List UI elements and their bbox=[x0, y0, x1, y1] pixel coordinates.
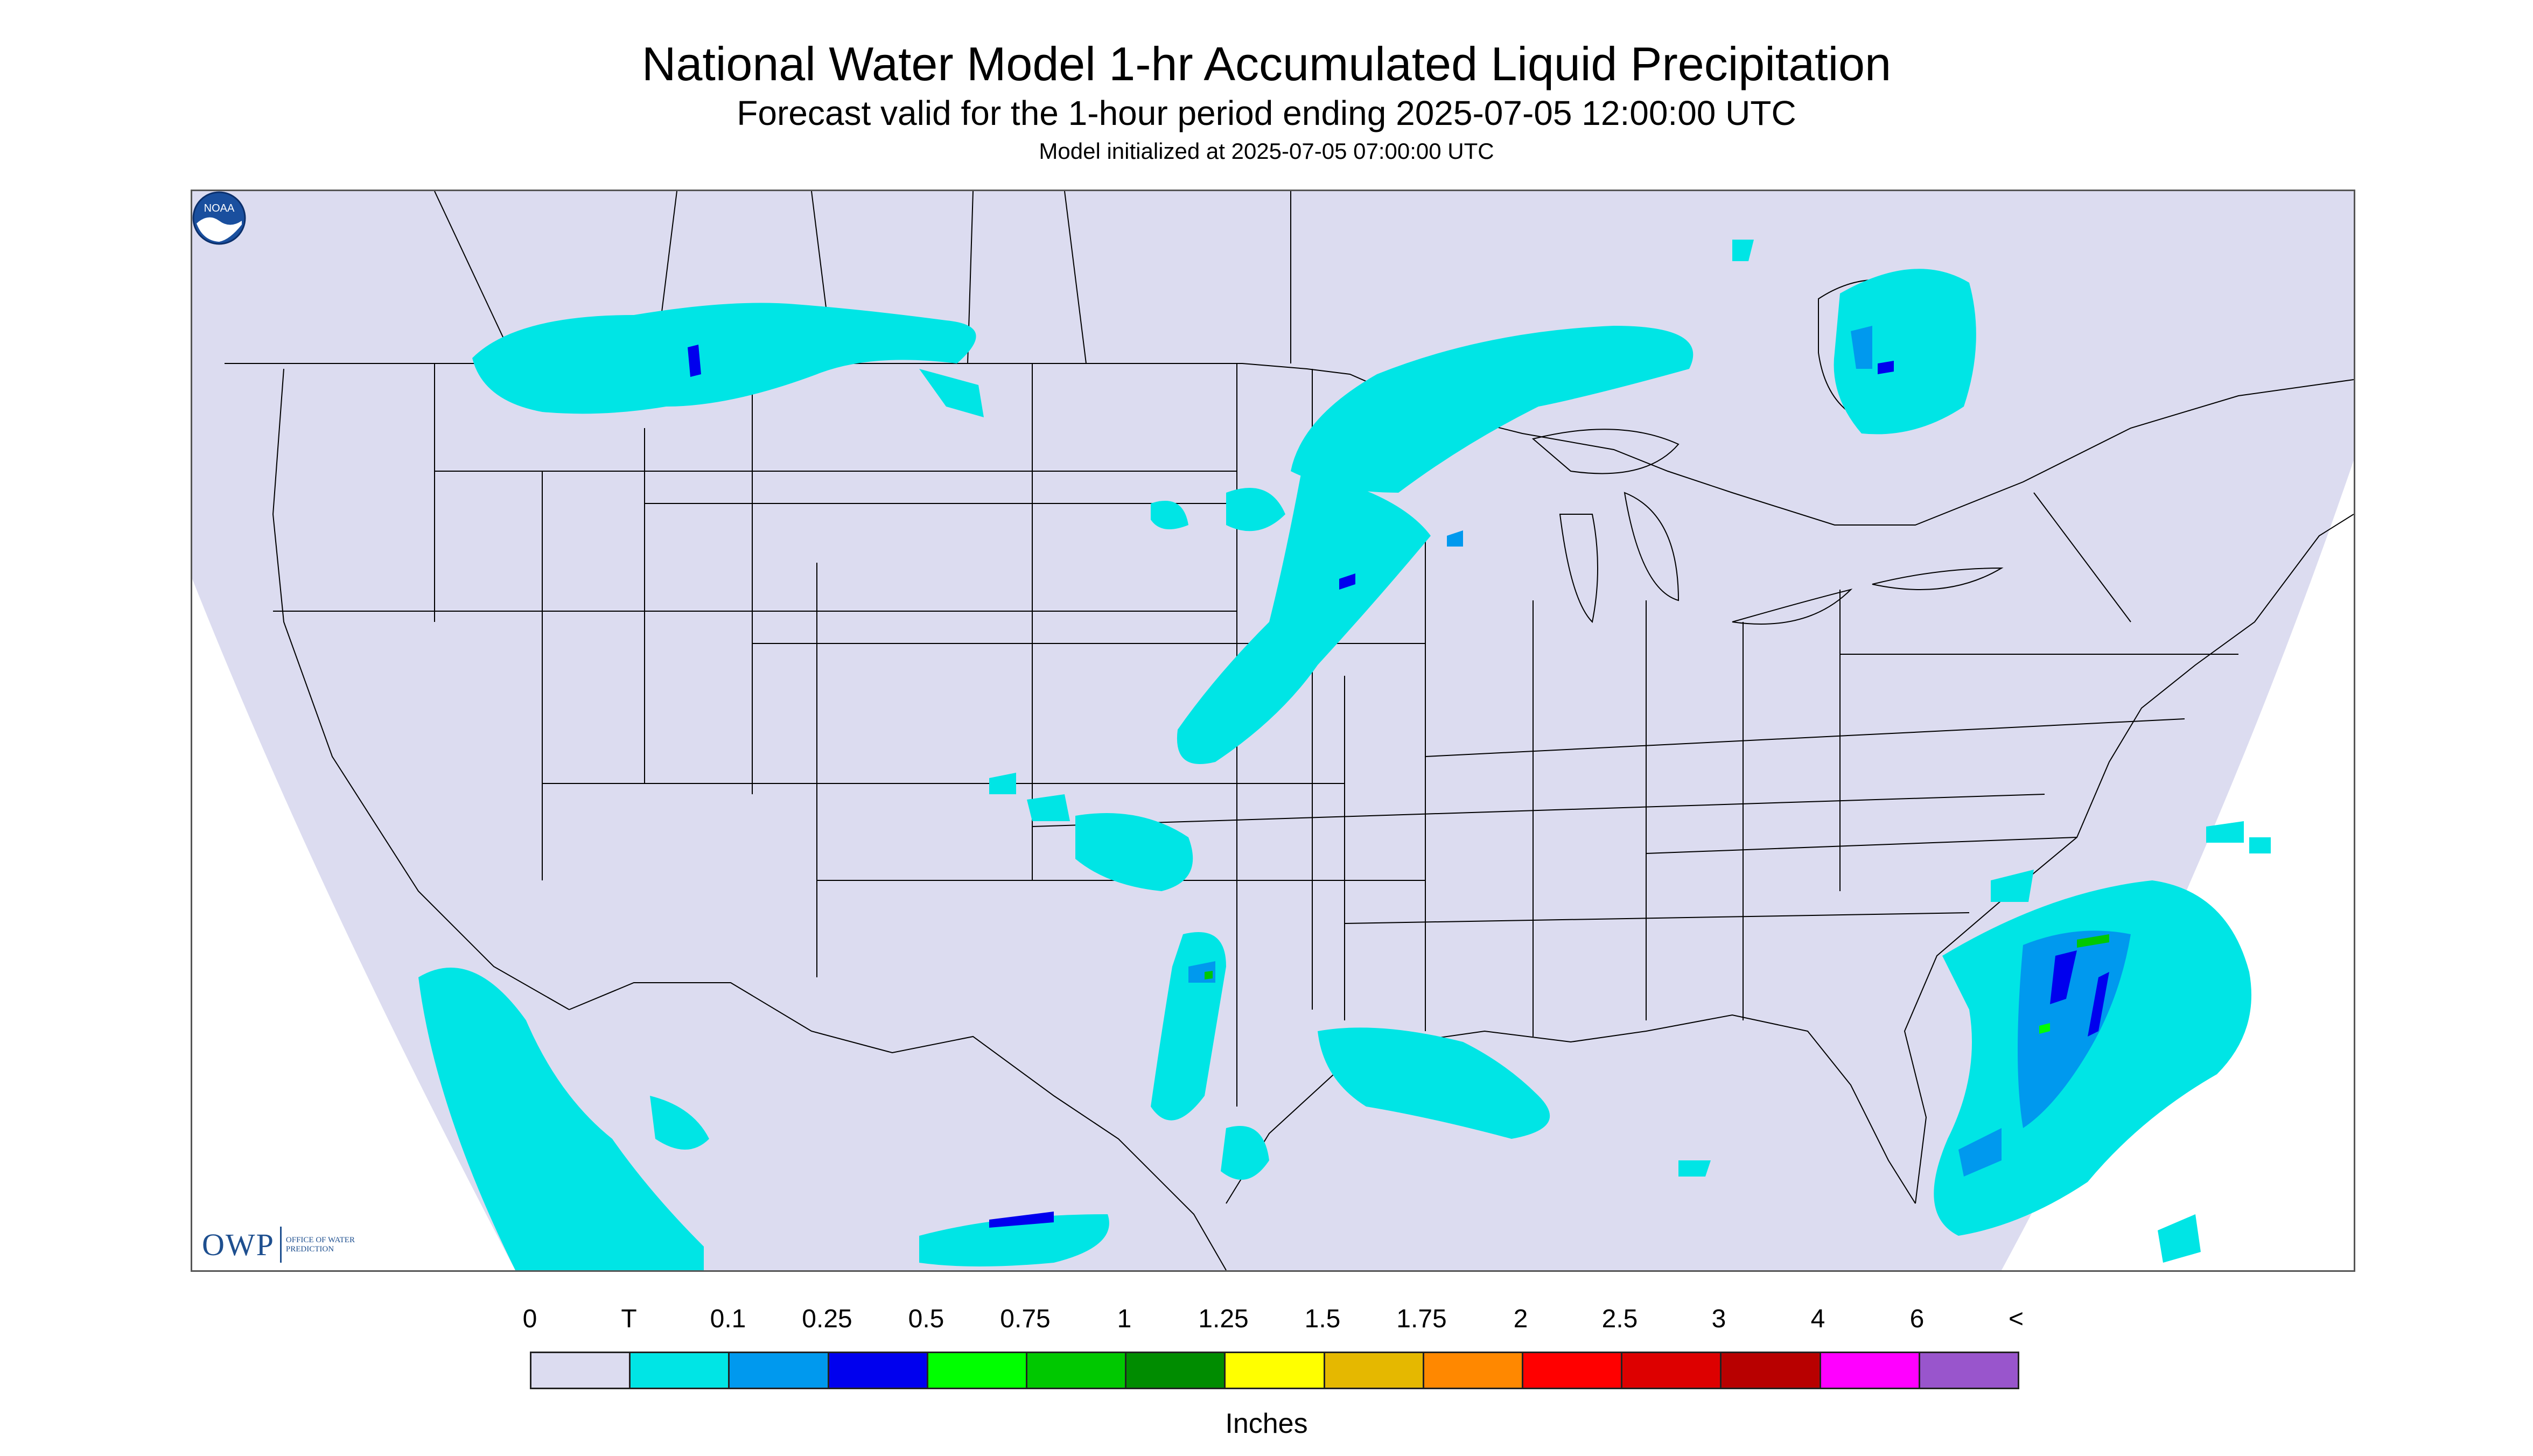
legend-swatch bbox=[1126, 1353, 1226, 1388]
legend-label: T bbox=[621, 1305, 637, 1333]
precip-intense-cores bbox=[1205, 934, 2109, 1034]
legend-swatch bbox=[1424, 1353, 1524, 1388]
legend-swatch bbox=[928, 1353, 1028, 1388]
legend-swatch bbox=[631, 1353, 730, 1388]
legend-swatch bbox=[829, 1353, 928, 1388]
legend-label: < bbox=[2008, 1305, 2024, 1333]
precip-heavy bbox=[688, 345, 2109, 1228]
legend-label: 0.1 bbox=[710, 1305, 746, 1333]
legend-swatch bbox=[1226, 1353, 1325, 1388]
precipitation-map: OWP OFFICE OF WATER PREDICTION NOAA bbox=[191, 190, 2355, 1272]
legend-label: 0.25 bbox=[802, 1305, 852, 1333]
legend-label: 0.5 bbox=[908, 1305, 944, 1333]
noaa-logo-text: NOAA bbox=[204, 202, 235, 214]
legend-label: 1.25 bbox=[1198, 1305, 1249, 1333]
legend-swatch bbox=[1722, 1353, 1821, 1388]
legend-label: 1 bbox=[1117, 1305, 1132, 1333]
owp-logo: OWP OFFICE OF WATER PREDICTION bbox=[202, 1227, 367, 1263]
legend-labels: 0 T 0.1 0.25 0.5 0.75 1 1.25 1.5 1.75 2 2.5 3 4 6 < bbox=[523, 1303, 2026, 1335]
legend-units: Inches bbox=[1225, 1408, 1308, 1439]
legend-label: 3 bbox=[1711, 1305, 1726, 1333]
owp-logo-mark: OWP bbox=[202, 1227, 282, 1263]
legend-label: 2 bbox=[1513, 1305, 1528, 1333]
legend-label: 4 bbox=[1810, 1305, 1825, 1333]
legend-colorbar bbox=[530, 1352, 2019, 1389]
legend-label: 1.5 bbox=[1304, 1305, 1341, 1333]
legend-swatch bbox=[730, 1353, 829, 1388]
legend-swatch bbox=[1027, 1353, 1127, 1388]
legend-label: 2.5 bbox=[1601, 1305, 1638, 1333]
legend-swatch bbox=[1622, 1353, 1722, 1388]
map-canvas bbox=[192, 191, 2354, 1270]
legend-swatch bbox=[1920, 1353, 2018, 1388]
legend-label: 1.75 bbox=[1396, 1305, 1447, 1333]
model-init-text: Model initialized at 2025-07-05 07:00:00… bbox=[1039, 138, 1494, 164]
legend-label: 6 bbox=[1909, 1305, 1925, 1333]
legend-swatch bbox=[1821, 1353, 1920, 1388]
map-subtitle: Forecast valid for the 1-hour period end… bbox=[737, 94, 1796, 132]
legend-swatch bbox=[531, 1353, 631, 1388]
map-title: National Water Model 1-hr Accumulated Li… bbox=[641, 37, 1892, 90]
legend-label: 0.75 bbox=[1000, 1305, 1051, 1333]
noaa-logo-icon: NOAA bbox=[192, 191, 246, 245]
legend-swatch bbox=[1523, 1353, 1623, 1388]
model-domain bbox=[192, 191, 2354, 1270]
legend-label: 0 bbox=[522, 1305, 537, 1333]
boundary-lines bbox=[225, 191, 2354, 1270]
legend-swatch bbox=[1325, 1353, 1424, 1388]
owp-logo-text: OFFICE OF WATER PREDICTION bbox=[285, 1235, 355, 1254]
precip-light bbox=[418, 240, 2271, 1270]
